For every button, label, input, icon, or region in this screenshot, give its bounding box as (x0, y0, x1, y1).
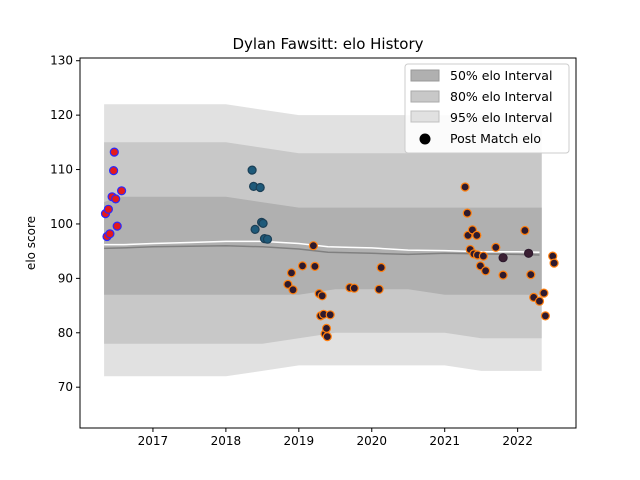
legend-label-post-match: Post Match elo (450, 131, 541, 146)
post-match-point-0-3 (105, 229, 115, 239)
x-tick-label: 2018 (211, 434, 242, 448)
post-match-point-0-7 (111, 194, 121, 204)
post-match-point-1-2 (250, 224, 260, 234)
legend-swatch-80 (410, 90, 440, 103)
post-match-point-3-1 (523, 248, 534, 258)
plot-frame (79, 57, 577, 429)
post-match-point-2-19 (462, 208, 472, 218)
post-match-point-2-16 (374, 284, 384, 294)
post-match-point-2-34 (534, 296, 545, 306)
post-match-point-2-12 (322, 332, 332, 342)
post-match-point-1-3 (255, 182, 265, 193)
post-match-point-2-35 (539, 288, 549, 298)
post-match-point-1-0 (247, 165, 257, 175)
post-match-points (100, 147, 559, 342)
post-match-point-2-17 (376, 262, 386, 273)
post-match-point-2-29 (491, 242, 501, 252)
post-match-point-2-5 (310, 261, 320, 271)
post-match-point-1-5 (258, 218, 268, 228)
legend-swatch-50 (410, 69, 440, 82)
x-tick-label: 2022 (502, 434, 533, 448)
post-match-point-1-7 (262, 234, 273, 244)
legend-swatch-95 (410, 110, 440, 123)
y-tick-label: 130 (50, 54, 73, 68)
post-match-point-2-3 (297, 261, 308, 271)
post-match-point-2-32 (526, 270, 536, 280)
legend: 50% elo Interval 80% elo Interval 95% el… (404, 63, 570, 154)
post-match-point-2-24 (472, 230, 482, 240)
post-match-point-2-27 (478, 251, 488, 261)
interval-bands (104, 104, 542, 377)
y-tick-label: 80 (58, 326, 73, 340)
post-match-point-2-4 (308, 241, 318, 251)
post-match-point-2-11 (321, 323, 332, 333)
post-match-point-2-36 (540, 311, 551, 321)
post-match-point-0-6 (109, 147, 119, 157)
post-match-point-0-9 (116, 186, 127, 196)
x-axis-ticks: 2017 2018 2019 2020 2021 2022 (138, 428, 533, 448)
legend-box (404, 63, 570, 154)
post-match-point-3-0 (498, 253, 508, 263)
x-tick-label: 2021 (429, 434, 460, 448)
x-tick-label: 2020 (356, 434, 387, 448)
post-match-point-2-13 (325, 310, 335, 320)
y-tick-label: 70 (58, 380, 73, 394)
post-match-point-2-15 (349, 283, 359, 293)
post-match-point-2-30 (498, 270, 508, 280)
post-match-point-0-5 (108, 166, 119, 176)
post-match-point-2-1 (286, 268, 297, 278)
y-axis-label: elo score (24, 216, 38, 270)
y-tick-label: 120 (50, 108, 73, 122)
post-match-point-2-2 (288, 285, 298, 295)
x-tick-label: 2019 (284, 434, 315, 448)
post-match-point-0-8 (112, 221, 122, 231)
y-tick-label: 90 (58, 271, 73, 285)
y-tick-label: 100 (50, 217, 73, 231)
x-tick-label: 2017 (138, 434, 169, 448)
y-axis-ticks: 70 80 90 100 110 120 130 (50, 54, 80, 394)
post-match-point-2-31 (520, 225, 530, 236)
chart-title: Dylan Fawsitt: elo History (232, 35, 423, 53)
legend-label-95: 95% elo Interval (450, 110, 552, 125)
post-match-point-0-2 (103, 204, 114, 214)
post-match-point-2-18 (460, 182, 470, 192)
legend-label-50: 50% elo Interval (450, 68, 552, 83)
y-tick-label: 110 (50, 163, 73, 177)
post-match-point-2-0 (283, 279, 293, 289)
legend-label-80: 80% elo Interval (450, 89, 552, 104)
post-match-point-2-8 (317, 291, 327, 301)
legend-marker-post-match (419, 133, 431, 145)
post-match-point-2-38 (549, 258, 559, 268)
post-match-point-2-28 (481, 266, 491, 276)
